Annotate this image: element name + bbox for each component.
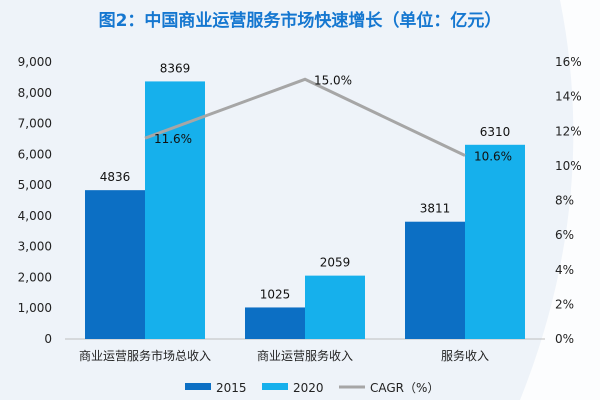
y2-tick-label: 14% — [555, 90, 582, 104]
y2-tick-label: 2% — [555, 297, 574, 311]
y-tick-label: 8,000 — [18, 86, 52, 100]
y2-tick-label: 10% — [555, 159, 582, 173]
bar-2015 — [405, 221, 465, 339]
bar-2020 — [305, 275, 365, 339]
bar-value-label: 4836 — [100, 170, 131, 184]
legend-label: 2020 — [293, 381, 324, 395]
legend-swatch-2015 — [185, 383, 211, 390]
legend-swatch-2020 — [262, 383, 288, 390]
bar-value-label: 8369 — [160, 61, 191, 75]
bar-2020 — [465, 144, 525, 339]
cagr-value-label: 11.6% — [154, 132, 192, 146]
y-tick-label: 4,000 — [18, 209, 52, 223]
y2-tick-label: 12% — [555, 124, 582, 138]
y-tick-label: 9,000 — [18, 55, 52, 69]
cagr-line — [144, 77, 466, 157]
chart-title: 图2：中国商业运营服务市场快速增长（单位：亿元） — [98, 11, 502, 31]
y-tick-label: 0 — [44, 332, 52, 346]
x-category-label: 服务收入 — [441, 348, 489, 363]
cagr-value-label: 10.6% — [474, 149, 512, 163]
bar-value-label: 6310 — [480, 125, 511, 139]
bar-2020 — [145, 81, 205, 339]
y2-tick-label: 16% — [555, 55, 582, 69]
bar-value-label: 3811 — [420, 202, 451, 216]
y2-tick-label: 8% — [555, 194, 574, 208]
y-tick-label: 5,000 — [18, 178, 52, 192]
y2-tick-label: 0% — [555, 332, 574, 346]
y-tick-label: 6,000 — [18, 147, 52, 161]
y-tick-label: 1,000 — [18, 301, 52, 315]
cagr-value-label: 15.0% — [314, 73, 352, 87]
y-tick-label: 2,000 — [18, 270, 52, 284]
bar-2015 — [85, 190, 145, 339]
background-curve — [520, 0, 600, 400]
legend-label: 2015 — [216, 381, 247, 395]
x-category-label: 商业运营服务市场总收入 — [79, 348, 211, 363]
y-tick-label: 3,000 — [18, 240, 52, 254]
bar-value-label: 2059 — [320, 256, 351, 270]
y2-tick-label: 4% — [555, 263, 574, 277]
bar-value-label: 1025 — [260, 287, 291, 301]
x-category-label: 商业运营服务收入 — [257, 348, 353, 363]
bar-2015 — [245, 307, 305, 339]
y2-tick-label: 6% — [555, 228, 574, 242]
legend-label: CAGR（%） — [370, 381, 439, 395]
y-tick-label: 7,000 — [18, 117, 52, 131]
